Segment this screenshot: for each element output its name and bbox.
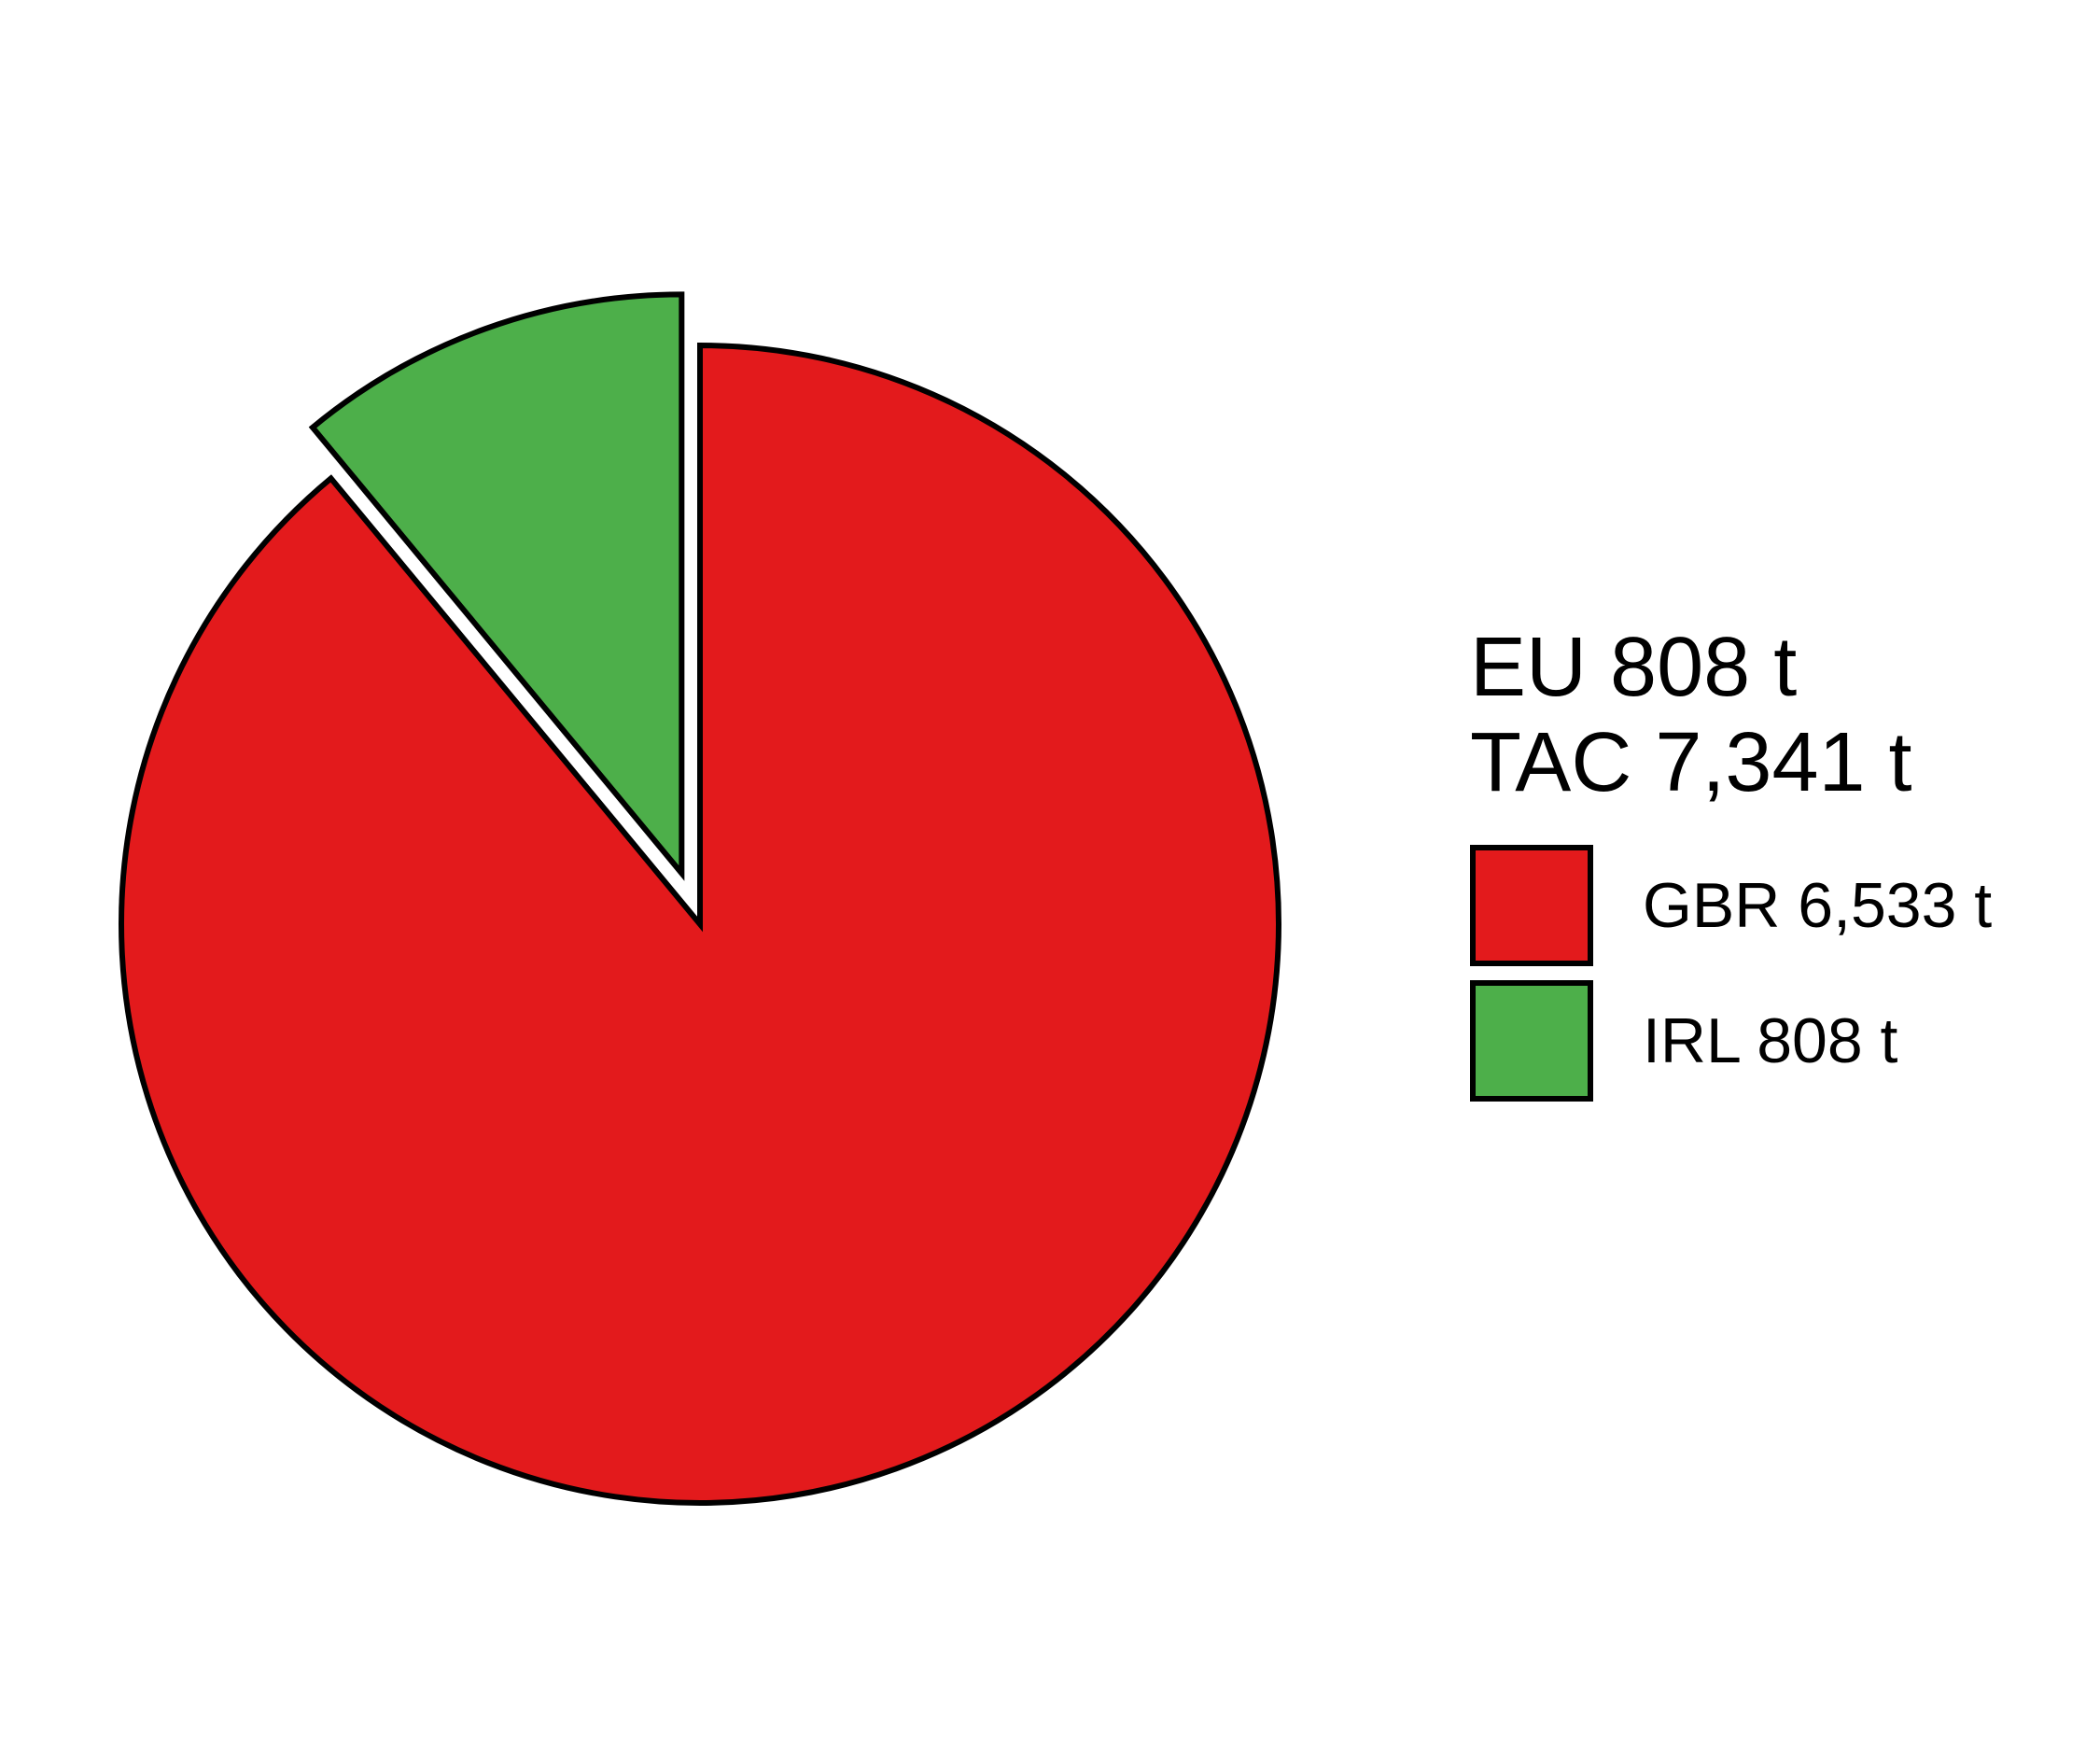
- pie-slice-gbr: [119, 342, 1281, 1506]
- legend-swatch-irl: [1470, 980, 1593, 1102]
- pie-slice-irl: [308, 291, 685, 881]
- legend-label-irl: IRL 808 t: [1643, 1005, 1898, 1076]
- legend-title-eu: EU 808 t: [1470, 621, 1798, 714]
- legend-item-gbr: GBR 6,533 t: [1470, 845, 1992, 966]
- legend-item-irl: IRL 808 t: [1470, 980, 1897, 1102]
- legend-label-gbr: GBR 6,533 t: [1643, 870, 1993, 941]
- legend-swatch-gbr: [1470, 845, 1593, 966]
- legend-title-tac: TAC 7,341 t: [1470, 716, 1912, 809]
